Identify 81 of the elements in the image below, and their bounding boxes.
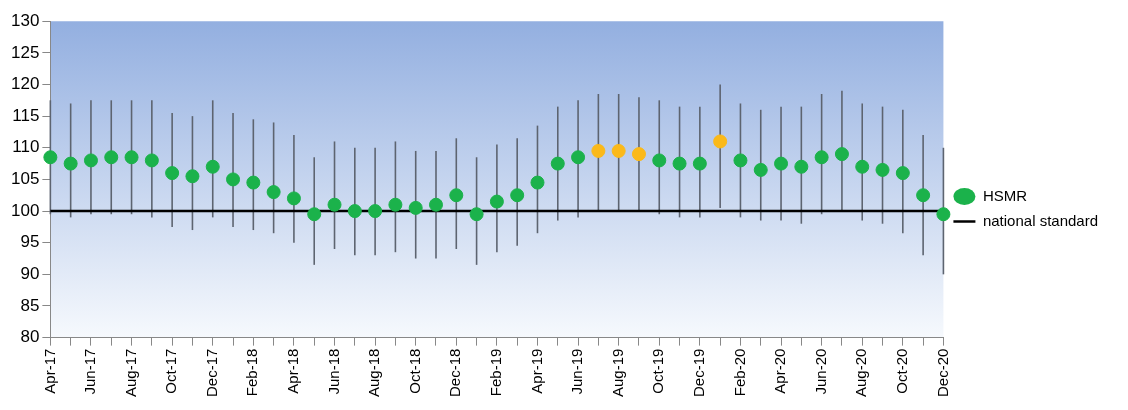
legend-label: national standard — [982, 211, 1099, 229]
x-tick-label: Dec-18 — [446, 348, 464, 397]
point — [672, 156, 687, 171]
point — [510, 188, 525, 203]
y-tick-label: 115 — [12, 105, 40, 125]
point — [591, 143, 606, 158]
point — [652, 153, 667, 168]
point — [124, 150, 139, 165]
y-tick-label: 85 — [20, 295, 40, 315]
y-tick-label: 120 — [10, 74, 40, 94]
point — [43, 150, 58, 165]
y-tick-label: 95 — [20, 232, 40, 252]
x-tick-label: Jun-17 — [81, 348, 99, 395]
x-tick-label: Aug-19 — [608, 348, 626, 398]
x-tick-label: Apr-20 — [771, 348, 789, 394]
point — [388, 197, 403, 212]
x-tick-label: Oct-19 — [649, 348, 667, 394]
x-tick-label: Aug-18 — [365, 348, 383, 398]
point — [530, 175, 545, 190]
point — [266, 185, 281, 200]
legend-label: HSMR — [982, 186, 1028, 204]
x-tick-label: Dec-17 — [202, 348, 220, 397]
x-tick-label: Dec-19 — [690, 348, 707, 397]
y-tick-label: 105 — [10, 169, 40, 189]
y-tick-label: 125 — [10, 42, 40, 62]
point — [834, 147, 849, 162]
point — [63, 156, 78, 171]
x-tick-label: Jun-18 — [324, 348, 342, 395]
point — [327, 197, 342, 212]
x-tick-label: Jun-20 — [811, 348, 829, 395]
point — [855, 159, 870, 174]
x-tick-label: Feb-20 — [730, 348, 748, 397]
x-tick-label: Jun-19 — [568, 348, 586, 395]
point — [936, 207, 951, 222]
y-tick-label: 100 — [10, 200, 40, 220]
point — [104, 150, 119, 165]
point — [144, 153, 159, 168]
point — [895, 166, 910, 181]
point — [611, 143, 626, 158]
point — [469, 207, 484, 222]
y-tick-label: 130 — [10, 10, 40, 30]
y-tick-label: 110 — [12, 137, 40, 157]
point — [368, 204, 383, 219]
x-tick-label: Aug-17 — [121, 348, 139, 398]
x-tick-label: Oct-20 — [892, 348, 910, 394]
x-tick-label: Apr-19 — [527, 348, 545, 394]
point — [571, 150, 586, 165]
point — [226, 172, 241, 187]
point — [165, 166, 180, 181]
point — [713, 134, 728, 149]
point — [185, 169, 200, 184]
point — [83, 153, 98, 168]
y-tick-label: 80 — [20, 327, 40, 347]
point — [408, 200, 423, 215]
x-tick-label: Feb-18 — [243, 348, 261, 397]
x-tick-label: Dec-20 — [933, 348, 951, 397]
point — [347, 204, 362, 219]
point — [449, 188, 464, 203]
x-tick-label: Aug-20 — [852, 348, 870, 398]
point — [246, 175, 261, 190]
point — [875, 162, 890, 177]
point — [307, 207, 322, 222]
point — [774, 156, 789, 171]
y-tick-label: 90 — [20, 264, 40, 284]
x-tick-label: Feb-19 — [487, 348, 505, 397]
point — [794, 159, 809, 174]
point — [814, 150, 829, 165]
point — [286, 191, 301, 206]
point — [692, 156, 707, 171]
point — [753, 162, 768, 177]
point — [916, 188, 931, 203]
point — [489, 194, 504, 209]
point — [205, 159, 220, 174]
x-tick-label: Apr-18 — [284, 348, 302, 394]
point — [550, 156, 565, 171]
x-tick-label: Apr-17 — [40, 348, 58, 394]
x-tick-label: Oct-18 — [405, 348, 423, 394]
point — [733, 153, 748, 168]
point — [429, 197, 443, 212]
point — [631, 147, 646, 162]
x-tick-label: Oct-17 — [162, 348, 180, 394]
